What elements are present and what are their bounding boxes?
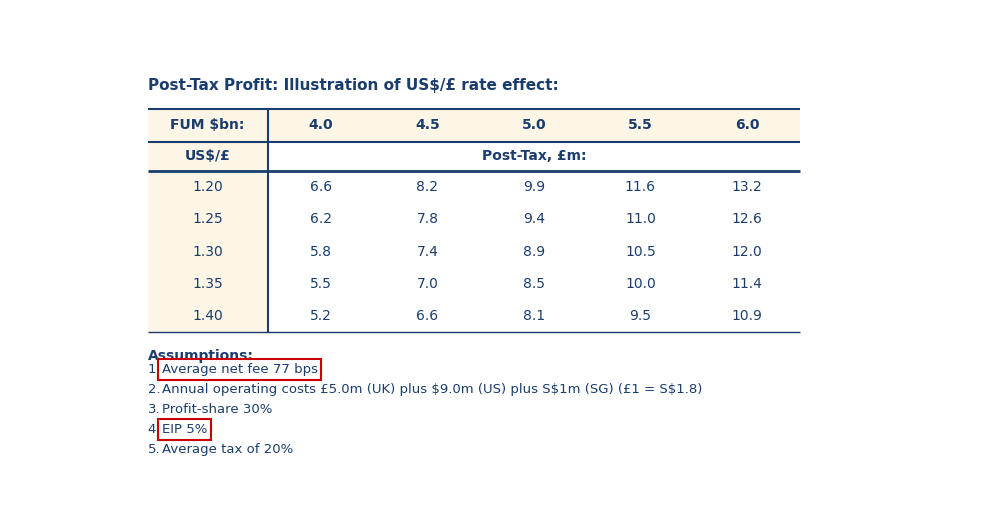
Text: 4.5: 4.5 [415, 118, 440, 132]
Text: 13.2: 13.2 [731, 180, 762, 194]
Text: 6.2: 6.2 [310, 212, 332, 226]
Text: 6.6: 6.6 [310, 180, 332, 194]
Text: 1.25: 1.25 [192, 212, 223, 226]
Text: 12.6: 12.6 [731, 212, 762, 226]
Text: 7.0: 7.0 [417, 277, 438, 291]
Text: 9.5: 9.5 [629, 309, 652, 323]
Text: EIP 5%: EIP 5% [161, 423, 206, 436]
Text: 1: 1 [148, 363, 156, 376]
Text: Annual operating costs £5.0m (UK) plus $9.0m (US) plus S$1m (SG) (£1 = S$1.8): Annual operating costs £5.0m (UK) plus $… [161, 383, 702, 396]
Text: Profit-share 30%: Profit-share 30% [161, 403, 272, 416]
Text: 9.9: 9.9 [523, 180, 545, 194]
Text: 10.0: 10.0 [625, 277, 656, 291]
Text: 5.: 5. [148, 443, 160, 456]
Text: 5.0: 5.0 [522, 118, 546, 132]
Text: 1.20: 1.20 [192, 180, 223, 194]
Text: 11.6: 11.6 [625, 180, 656, 194]
Text: 4.0: 4.0 [308, 118, 333, 132]
Bar [148, 109, 268, 332]
Text: Post-Tax Profit: Illustration of US$/£ rate effect:: Post-Tax Profit: Illustration of US$/£ r… [148, 78, 558, 93]
Text: 7.4: 7.4 [417, 245, 438, 259]
Text: 1.35: 1.35 [192, 277, 223, 291]
Text: 5.8: 5.8 [310, 245, 332, 259]
Text: 7.8: 7.8 [417, 212, 438, 226]
Text: 5.2: 5.2 [310, 309, 332, 323]
Text: FUM $bn:: FUM $bn: [170, 118, 245, 132]
Text: 1.30: 1.30 [192, 245, 223, 259]
Text: 10.9: 10.9 [731, 309, 762, 323]
Text: 6.6: 6.6 [416, 309, 438, 323]
Text: Post-Tax, £m:: Post-Tax, £m: [481, 149, 586, 163]
Text: 3.: 3. [148, 403, 160, 416]
Text: 10.5: 10.5 [625, 245, 656, 259]
Text: 8.9: 8.9 [523, 245, 545, 259]
Text: Average net fee 77 bps: Average net fee 77 bps [161, 363, 317, 376]
Text: 6.0: 6.0 [735, 118, 759, 132]
Text: 11.0: 11.0 [625, 212, 656, 226]
Text: 8.2: 8.2 [417, 180, 438, 194]
Text: 5.5: 5.5 [310, 277, 332, 291]
Text: 11.4: 11.4 [731, 277, 762, 291]
Text: Assumptions:: Assumptions: [148, 349, 254, 364]
Text: US$/£: US$/£ [184, 149, 231, 163]
Text: 8.1: 8.1 [523, 309, 545, 323]
Bar [148, 109, 801, 141]
Text: 1.40: 1.40 [192, 309, 223, 323]
Text: 8.5: 8.5 [523, 277, 545, 291]
Text: 9.4: 9.4 [523, 212, 545, 226]
Text: Average tax of 20%: Average tax of 20% [161, 443, 293, 456]
Text: 12.0: 12.0 [731, 245, 762, 259]
Text: 5.5: 5.5 [628, 118, 653, 132]
Text: 4: 4 [148, 423, 156, 436]
Text: 2.: 2. [148, 383, 160, 396]
